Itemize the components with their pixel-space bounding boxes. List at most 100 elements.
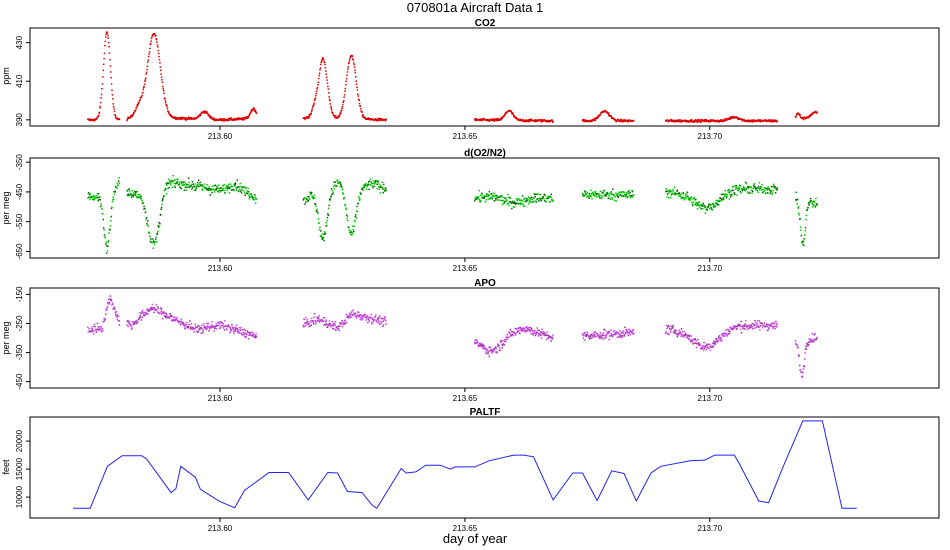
panel-apo-point <box>377 319 380 321</box>
panel-o2n2-point <box>509 201 511 203</box>
panel-co2-point <box>362 116 364 118</box>
panel-o2n2-point <box>750 186 752 188</box>
panel-o2n2-point <box>349 231 352 233</box>
panel-o2n2-point <box>813 201 815 203</box>
panel-apo-point <box>711 346 714 348</box>
panel-o2n2-point <box>701 204 703 206</box>
panel-o2n2-point <box>381 181 383 183</box>
panel-apo-point <box>759 329 761 331</box>
panel-o2n2-point <box>371 182 374 185</box>
panel-co2-point <box>541 118 543 121</box>
panel-apo-point <box>611 335 614 338</box>
panel-o2n2-point <box>161 203 163 206</box>
panel-o2n2-point <box>165 187 167 190</box>
panel-apo-point <box>190 323 193 325</box>
panel-o2n2-point <box>692 201 695 203</box>
panel-apo-point <box>209 325 211 328</box>
panel-co2-point <box>318 77 320 80</box>
panel-o2n2-point <box>728 198 731 200</box>
panel-o2n2-point <box>227 183 230 186</box>
panel-apo-point <box>611 334 613 336</box>
panel-co2-point <box>143 83 146 86</box>
panel-co2-point <box>318 72 321 75</box>
panel-o2n2-point <box>343 196 346 199</box>
panel-o2n2-point <box>675 193 678 195</box>
panel-apo-point <box>519 328 521 331</box>
panel-o2n2-point <box>614 196 617 198</box>
panel-co2-point <box>181 116 184 119</box>
panel-apo-point <box>132 321 134 323</box>
panel-o2n2-point <box>333 188 336 190</box>
panel-apo-point <box>369 316 371 318</box>
panel-o2n2-point <box>540 199 543 202</box>
panel-o2n2-point <box>355 217 357 219</box>
panel-co2-point <box>551 119 553 122</box>
panel-co2-point <box>805 117 808 119</box>
panel-apo-point <box>99 326 102 328</box>
panel-apo-point <box>218 322 221 325</box>
panel-o2n2-point <box>325 221 327 224</box>
panel-o2n2-point <box>146 224 149 226</box>
panel-co2-point <box>149 43 152 46</box>
panel-co2-point <box>710 120 712 122</box>
panel-co2-point <box>127 116 129 118</box>
panel-o2n2-point <box>326 219 328 222</box>
panel-o2n2-point <box>611 193 613 195</box>
panel-apo-point <box>525 330 528 333</box>
panel-o2n2-point <box>133 190 136 193</box>
panel-o2n2-point <box>308 198 311 201</box>
panel-apo-point <box>183 324 185 326</box>
panel-o2n2-point <box>678 192 681 194</box>
panel-apo-point <box>310 321 312 323</box>
panel-apo-point <box>219 321 221 323</box>
panel-apo-point <box>92 333 95 335</box>
panel-o2n2-point <box>329 198 332 200</box>
panel-o2n2-point <box>170 181 173 184</box>
panel-o2n2-point <box>252 196 254 199</box>
panel-o2n2-point <box>521 195 524 197</box>
panel-apo-point <box>157 306 159 308</box>
panel-apo-point <box>736 327 738 330</box>
panel-co2-point <box>717 121 719 123</box>
panel-apo-point <box>161 311 164 313</box>
panel-co2-point <box>303 116 306 119</box>
panel-co2-point <box>773 119 775 122</box>
panel-co2-point <box>108 52 111 54</box>
panel-o2n2-point <box>370 178 372 180</box>
panel-o2n2-point <box>744 181 747 184</box>
panel-apo-point <box>146 308 149 310</box>
panel-co2-point <box>108 46 110 48</box>
panel-co2-point <box>221 119 224 121</box>
panel-o2n2-point <box>489 193 492 195</box>
panel-o2n2-point <box>249 196 251 198</box>
panel-o2n2-point <box>493 200 496 202</box>
panel-apo-point <box>186 321 188 324</box>
panel-o2n2-point <box>231 185 234 188</box>
panel-o2n2-point <box>358 197 360 200</box>
panel-apo-point <box>95 331 98 333</box>
panel-o2n2-point <box>249 196 252 198</box>
panel-o2n2-point <box>815 197 817 200</box>
panel-co2-point <box>548 121 550 123</box>
panel-o2n2-point <box>737 187 739 190</box>
panel-co2-point <box>677 119 680 122</box>
panel-o2n2-point <box>529 199 531 202</box>
panel-apo-point <box>676 335 679 338</box>
panel-apo-point <box>751 326 753 328</box>
panel-co2-point <box>103 57 105 60</box>
panel-o2n2-point <box>479 194 482 196</box>
panel-co2-point <box>746 119 749 122</box>
panel-apo-point <box>612 334 615 336</box>
panel-o2n2-point <box>670 193 673 196</box>
panel-o2n2-point <box>378 188 381 191</box>
panel-apo-point <box>813 338 816 341</box>
panel-o2n2-point <box>531 196 533 199</box>
panel-o2n2-point <box>230 189 233 191</box>
panel-apo-point <box>212 325 214 327</box>
panel-o2n2-point <box>355 210 358 212</box>
panel-apo-point <box>159 312 162 314</box>
panel-co2-point <box>349 56 352 58</box>
panel-co2-point <box>110 71 112 73</box>
panel-o2n2-point <box>227 187 229 190</box>
panel-apo-point <box>207 322 210 325</box>
